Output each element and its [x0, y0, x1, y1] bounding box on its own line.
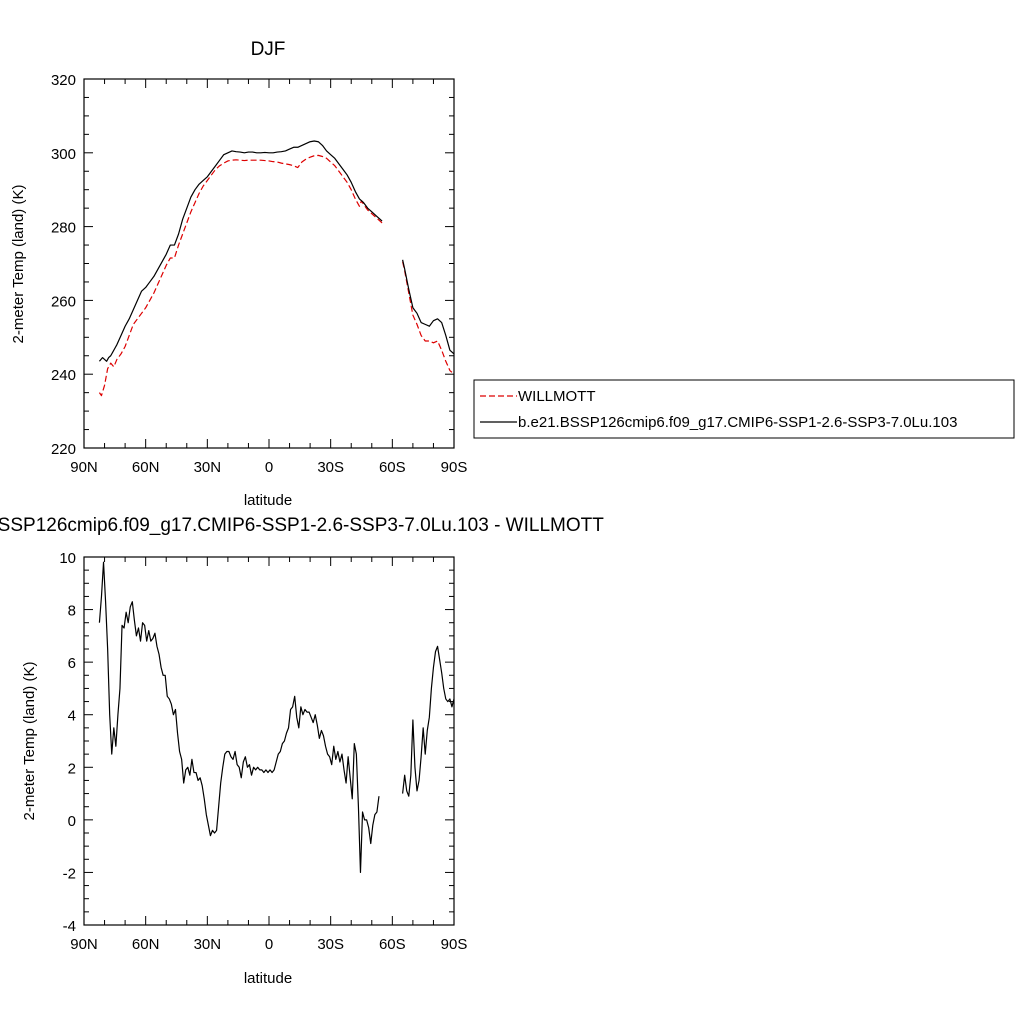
chart-bottom-difference: b.e21.BSSP126cmip6.f09_g17.CMIP6-SSP1-2.…: [0, 515, 604, 987]
series-line-0-segment-0: [98, 154, 383, 397]
series-line-1-segment-0: [98, 140, 383, 362]
series-line-0-segment-1: [402, 645, 455, 797]
y-tick-label: 4: [68, 708, 76, 725]
legend: WILLMOTT b.e21.BSSP126cmip6.f09_g17.CMIP6…: [473, 379, 1015, 439]
x-tick-label: 60N: [132, 459, 160, 476]
plot-frame: [83, 78, 455, 449]
y-tick-label: 2: [68, 760, 76, 777]
y-axis-label: 2-meter Temp (land) (K): [10, 185, 27, 344]
y-tick-label: 240: [51, 367, 76, 384]
x-tick-label: 30S: [317, 936, 344, 953]
x-tick-label: 30N: [194, 936, 222, 953]
x-axis-label: latitude: [244, 970, 292, 987]
x-tick-label: 90N: [70, 936, 98, 953]
y-tick-label: -4: [63, 918, 76, 935]
x-tick-label: 60S: [379, 459, 406, 476]
series-line-0-segment-1: [402, 261, 453, 373]
x-tick-label: 60S: [379, 936, 406, 953]
series-line-0-segment-0: [98, 561, 380, 874]
x-tick-label: 90S: [441, 459, 468, 476]
x-tick-label: 0: [265, 936, 273, 953]
y-tick-label: 10: [59, 550, 76, 567]
y-tick-label: 8: [68, 603, 76, 620]
plot-frame: [83, 556, 455, 926]
x-tick-label: 30N: [194, 459, 222, 476]
y-tick-label: -2: [63, 865, 76, 882]
y-tick-label: 0: [68, 813, 76, 830]
legend-box: [473, 379, 1015, 439]
y-tick-label: 320: [51, 72, 76, 89]
y-tick-label: 6: [68, 655, 76, 672]
chart-title: b.e21.BSSP126cmip6.f09_g17.CMIP6-SSP1-2.…: [0, 515, 604, 536]
y-tick-label: 280: [51, 220, 76, 237]
y-tick-label: 220: [51, 441, 76, 458]
legend-label: b.e21.BSSP126cmip6.f09_g17.CMIP6-SSP1-2.…: [518, 414, 957, 431]
y-tick-label: 260: [51, 293, 76, 310]
y-tick-label: 300: [51, 146, 76, 163]
x-axis-label: latitude: [244, 492, 292, 509]
y-axis-label: 2-meter Temp (land) (K): [21, 662, 38, 821]
x-tick-label: 60N: [132, 936, 160, 953]
legend-label: WILLMOTT: [518, 388, 596, 405]
chart-top-djf: DJF 2-meter Temp (land) (K) latitude 220…: [10, 39, 467, 509]
x-tick-label: 30S: [317, 459, 344, 476]
x-tick-label: 90N: [70, 459, 98, 476]
series-line-1-segment-1: [402, 259, 455, 355]
x-tick-label: 90S: [441, 936, 468, 953]
x-tick-label: 0: [265, 459, 273, 476]
chart-title: DJF: [251, 39, 286, 60]
